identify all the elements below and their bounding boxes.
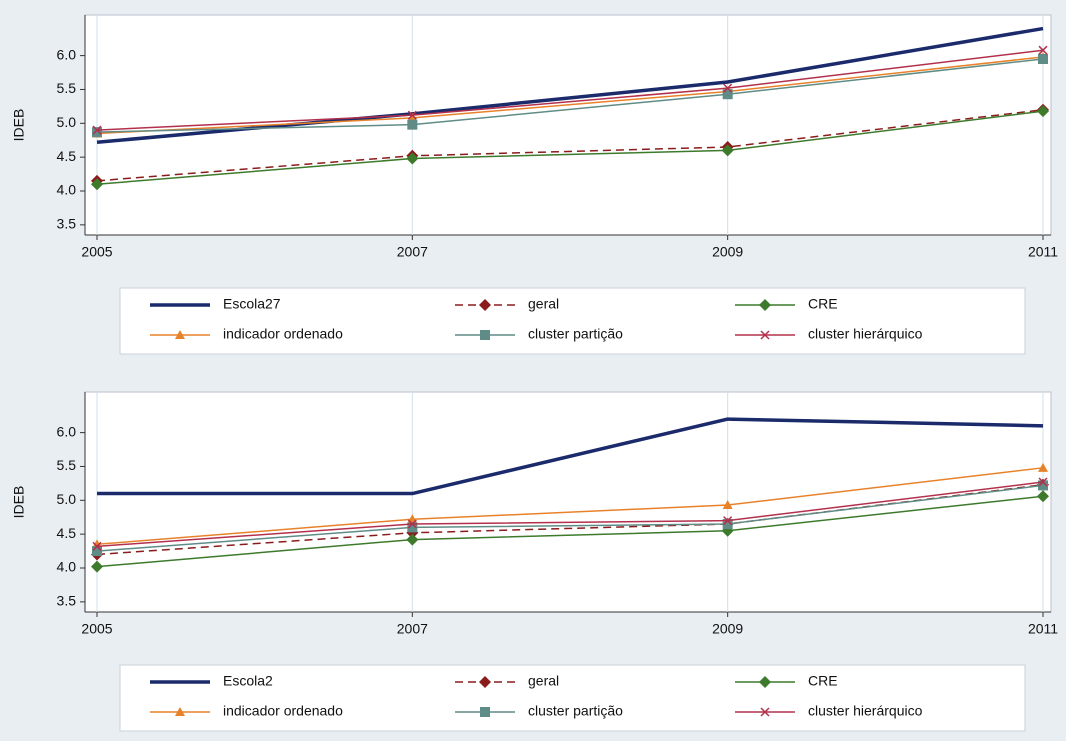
marker: [407, 519, 417, 529]
legend-marker: [480, 707, 490, 717]
series-line: [96, 110, 1044, 185]
legend-box: [119, 287, 1026, 355]
legend-label: CRE: [808, 673, 838, 689]
y-tick-label: 4.5: [57, 148, 77, 164]
legend-label: cluster hierárquico: [808, 703, 923, 719]
y-tick-label: 6.0: [57, 423, 77, 439]
series-line: [96, 484, 1044, 552]
legend-marker: [479, 299, 491, 311]
marker: [407, 522, 418, 533]
marker: [722, 500, 733, 510]
legend-label: indicador ordenado: [223, 326, 343, 342]
y-tick-label: 5.5: [57, 457, 77, 473]
marker: [723, 83, 733, 93]
series-line: [96, 109, 1044, 182]
y-tick-label: 4.0: [57, 182, 77, 198]
series-line: [96, 49, 1044, 131]
legend-box: [119, 664, 1026, 732]
y-tick-label: 5.0: [57, 114, 77, 130]
marker: [407, 110, 417, 120]
x-tick-label: 2005: [81, 621, 112, 637]
marker: [92, 127, 102, 138]
legend-marker: [759, 676, 771, 688]
series-line: [96, 467, 1044, 546]
y-tick-label: 3.5: [57, 216, 77, 232]
legend-label: geral: [528, 673, 559, 689]
x-tick-label: 2007: [397, 244, 428, 260]
x-tick-label: 2009: [712, 244, 743, 260]
marker: [92, 541, 102, 551]
y-axis-label: IDEB: [11, 109, 27, 142]
y-tick-label: 5.5: [57, 80, 77, 96]
legend-marker: [479, 676, 491, 688]
legend-label: Escola27: [223, 296, 281, 312]
x-tick-label: 2011: [1028, 621, 1058, 637]
marker: [407, 112, 418, 122]
legend-marker: [480, 330, 490, 340]
marker: [92, 125, 102, 135]
marker: [723, 516, 733, 526]
legend-label: cluster partição: [528, 326, 623, 342]
marker: [406, 533, 419, 546]
legend-label: CRE: [808, 296, 838, 312]
plot-area: [84, 391, 1052, 613]
marker: [1038, 477, 1048, 487]
plot-area: [84, 14, 1052, 236]
series-line: [97, 417, 1044, 496]
y-tick-label: 5.0: [57, 491, 77, 507]
marker: [91, 560, 103, 573]
series-line: [96, 58, 1044, 133]
series-line: [96, 483, 1044, 556]
legend-label: indicador ordenado: [223, 703, 343, 719]
x-tick-label: 2009: [712, 621, 743, 637]
legend-label: geral: [528, 296, 559, 312]
x-tick-label: 2005: [81, 244, 112, 260]
y-axis-label: IDEB: [11, 486, 27, 519]
marker: [1038, 462, 1048, 472]
marker: [91, 178, 103, 191]
legend-label: Escola2: [223, 673, 273, 689]
y-tick-label: 3.5: [57, 593, 77, 609]
legend-marker: [175, 330, 185, 339]
marker: [722, 519, 733, 529]
y-tick-label: 4.0: [57, 559, 77, 575]
marker: [92, 546, 102, 557]
legend-label: cluster hierárquico: [808, 326, 923, 342]
marker: [1038, 54, 1048, 64]
y-tick-label: 6.0: [57, 46, 77, 62]
marker: [406, 152, 419, 165]
marker: [1038, 480, 1048, 491]
marker: [1037, 105, 1049, 118]
legend-marker: [175, 707, 185, 716]
y-tick-label: 4.5: [57, 525, 77, 541]
marker: [407, 119, 418, 130]
marker: [721, 144, 734, 157]
legend-marker: [760, 330, 770, 340]
legend-marker: [759, 299, 771, 311]
x-tick-label: 2007: [397, 621, 428, 637]
x-tick-label: 2011: [1028, 244, 1058, 260]
marker: [722, 89, 733, 100]
legend-label: cluster partição: [528, 703, 623, 719]
series-line: [96, 495, 1044, 568]
series-line: [96, 481, 1044, 548]
marker: [1037, 490, 1049, 503]
marker: [1038, 45, 1048, 55]
legend-marker: [760, 707, 770, 717]
series-line: [96, 56, 1044, 135]
